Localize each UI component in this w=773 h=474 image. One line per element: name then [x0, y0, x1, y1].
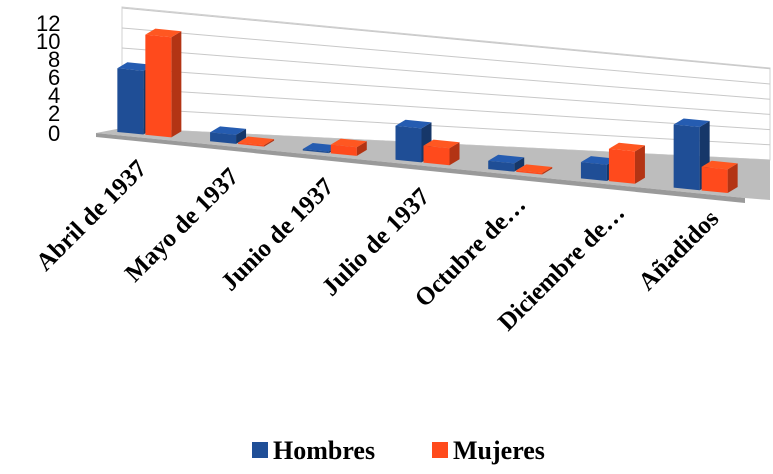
bar-front [302, 149, 329, 154]
bar-hombres-1 [210, 126, 247, 144]
bar-side [236, 128, 247, 144]
bar-side [171, 31, 182, 138]
bar-front [580, 162, 607, 181]
bar-top [330, 138, 367, 148]
bar-top [117, 62, 154, 71]
bar-mujeres-5 [608, 142, 645, 184]
bar-mujeres-0 [145, 28, 182, 138]
bar-front [145, 34, 172, 138]
bar-side [514, 157, 525, 172]
bar-front [701, 166, 728, 194]
bar-front [423, 145, 450, 166]
y-tick-label: 8 [48, 47, 60, 72]
legend: Hombres Mujeres [252, 436, 545, 465]
bar-front [395, 125, 422, 163]
bar-top [488, 154, 525, 164]
legend-swatch-mujeres [432, 442, 448, 458]
bar-side [727, 163, 738, 194]
bar-top [395, 119, 432, 129]
legend-swatch-hombres [252, 442, 268, 458]
bar-top [238, 136, 275, 146]
bar-mujeres-6 [701, 160, 738, 194]
chart-floor-edge [96, 133, 745, 203]
gridline [121, 87, 771, 131]
bar-front [117, 68, 144, 135]
legend-label: Hombres [273, 436, 375, 465]
bars [117, 28, 738, 194]
bar-side [449, 142, 460, 166]
y-tick-label: 2 [48, 101, 60, 126]
bar-top [302, 143, 339, 152]
y-tick-label: 0 [48, 121, 60, 146]
bar-side [634, 145, 645, 184]
bar-front [238, 142, 265, 147]
y-tick-label: 6 [48, 65, 60, 90]
gridline [121, 27, 771, 85]
legend-label: Mujeres [453, 436, 545, 465]
gridline [121, 7, 771, 70]
y-tick-label: 10 [36, 29, 60, 54]
bar-front [210, 132, 237, 144]
bar-hombres-4 [488, 154, 525, 172]
category-label: Añadidos [633, 205, 724, 296]
bar-top [673, 118, 710, 128]
bar-front [516, 170, 543, 175]
bar-top [580, 156, 617, 165]
bar-top [210, 126, 247, 135]
y-tick-label: 4 [48, 83, 60, 108]
gridline [121, 67, 771, 115]
bar-mujeres-4 [516, 164, 553, 175]
bar-top [608, 142, 645, 152]
y-axis: 12 10 8 6 4 2 0 [36, 11, 60, 146]
gridline [121, 47, 771, 100]
bar-top [516, 164, 553, 173]
bar-mujeres-2 [330, 138, 367, 156]
bar-top [423, 139, 460, 149]
bar-top [145, 28, 182, 38]
bar-mujeres-1 [238, 136, 275, 147]
category-label: Julio de 1937 [317, 183, 435, 301]
bar-mujeres-3 [423, 139, 460, 166]
bar-side [356, 141, 367, 156]
bar-front [673, 124, 700, 191]
bar-side [542, 166, 553, 175]
gridline [121, 107, 771, 146]
bar-front [330, 144, 357, 156]
bar-side [264, 139, 275, 147]
bar-front [488, 160, 515, 172]
bar-front [608, 148, 635, 184]
bar-top [701, 160, 738, 170]
y-tick-label: 12 [36, 11, 60, 36]
